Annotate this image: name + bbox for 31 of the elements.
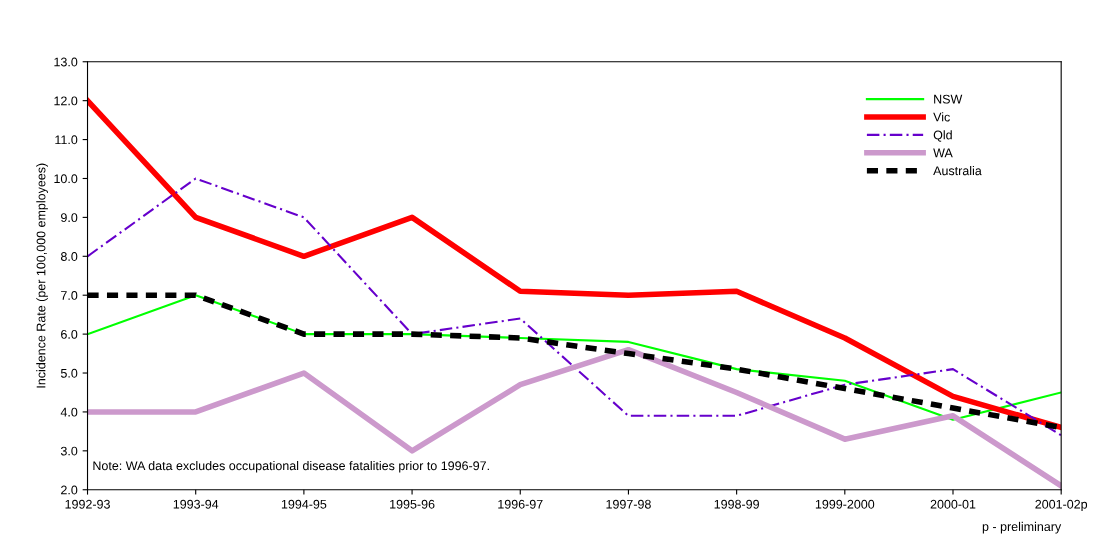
x-tick-label: 1996-97 bbox=[498, 499, 543, 509]
x-tick-label: 2001-02p bbox=[1035, 499, 1088, 512]
x-tick-label: 1998-99 bbox=[714, 499, 759, 509]
legend-label: WA bbox=[933, 148, 953, 158]
y-tick-label: 4.0 bbox=[60, 407, 78, 417]
x-tick-label: 1995-96 bbox=[390, 499, 435, 509]
legend-label: Qld bbox=[933, 130, 952, 142]
y-tick-label: 13.0 bbox=[54, 57, 78, 67]
x-tick-label: 1992-93 bbox=[65, 499, 110, 509]
x-tick-label: 1994-95 bbox=[281, 499, 327, 509]
y-tick-label: 10.0 bbox=[54, 174, 78, 184]
x-tick-label: 1999-2000 bbox=[815, 499, 875, 509]
y-tick-label: 2.0 bbox=[61, 485, 78, 495]
y-tick-label: 6.0 bbox=[61, 329, 78, 339]
x-tick-label: 2000-01 bbox=[930, 499, 976, 509]
text: p - preliminary bbox=[982, 521, 1062, 534]
y-tick-label: 3.0 bbox=[60, 446, 78, 456]
legend-label: Australia bbox=[933, 166, 982, 176]
y-tick-label: 7.0 bbox=[61, 291, 78, 300]
y-tick-label: 5.0 bbox=[60, 368, 78, 378]
y-tick-label: 9.0 bbox=[61, 213, 78, 223]
y-tick-label: 11.0 bbox=[55, 135, 78, 145]
annotation: Note: WA data excludes occupational disease fatalities prior to 1996-97. bbox=[93, 460, 489, 473]
y-axis-title: Incidence Rate (per 100,000 employees) bbox=[36, 163, 48, 388]
x-tick-label: 1997-98 bbox=[606, 499, 651, 509]
x-tick-label: 1993-94 bbox=[173, 499, 219, 509]
y-tick-label: 12.0 bbox=[54, 96, 78, 106]
line-series bbox=[87, 177, 1062, 437]
legend-label: Vic bbox=[933, 112, 950, 122]
legend-label: NSW bbox=[934, 94, 963, 104]
y-tick-label: 8.0 bbox=[60, 252, 78, 261]
